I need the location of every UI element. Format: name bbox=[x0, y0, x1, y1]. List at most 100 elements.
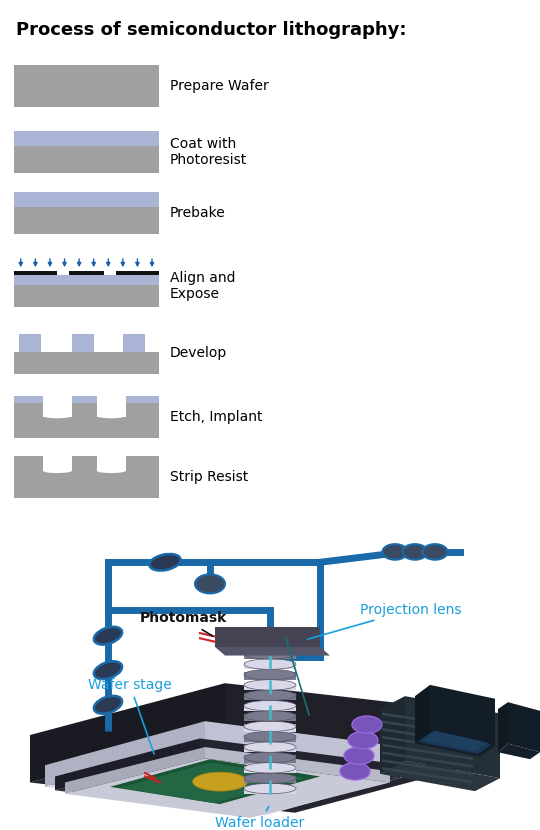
Polygon shape bbox=[430, 685, 495, 746]
Polygon shape bbox=[200, 739, 400, 779]
Bar bbox=[244, 766, 296, 773]
Ellipse shape bbox=[344, 747, 374, 764]
Ellipse shape bbox=[94, 627, 122, 645]
Bar bbox=[97, 457, 126, 471]
Polygon shape bbox=[55, 752, 400, 816]
Bar bbox=[14, 352, 159, 374]
Text: Process of semiconductor lithography:: Process of semiconductor lithography: bbox=[16, 21, 407, 39]
Polygon shape bbox=[382, 720, 473, 737]
Polygon shape bbox=[30, 683, 225, 783]
Ellipse shape bbox=[244, 669, 296, 680]
Ellipse shape bbox=[340, 763, 370, 780]
Ellipse shape bbox=[244, 752, 296, 763]
Text: Photomask: Photomask bbox=[140, 612, 227, 636]
Ellipse shape bbox=[244, 690, 296, 701]
Ellipse shape bbox=[352, 716, 382, 733]
Polygon shape bbox=[382, 751, 473, 768]
Bar bbox=[14, 396, 43, 403]
Text: Projection lens: Projection lens bbox=[308, 603, 462, 639]
Polygon shape bbox=[382, 736, 473, 752]
Ellipse shape bbox=[244, 659, 296, 669]
Ellipse shape bbox=[244, 680, 296, 690]
Bar bbox=[244, 714, 296, 721]
Bar bbox=[244, 745, 296, 752]
Bar bbox=[126, 396, 159, 403]
Polygon shape bbox=[382, 744, 473, 760]
Polygon shape bbox=[65, 747, 205, 793]
Bar bbox=[14, 275, 159, 286]
Bar bbox=[123, 334, 145, 352]
Ellipse shape bbox=[244, 721, 296, 731]
Polygon shape bbox=[205, 747, 390, 783]
Ellipse shape bbox=[94, 662, 122, 679]
Ellipse shape bbox=[382, 544, 408, 559]
Bar bbox=[244, 672, 296, 680]
Bar bbox=[14, 131, 159, 146]
Bar bbox=[14, 271, 57, 275]
Ellipse shape bbox=[244, 731, 296, 742]
Bar bbox=[244, 652, 296, 659]
Polygon shape bbox=[380, 761, 500, 791]
Polygon shape bbox=[215, 647, 330, 656]
Polygon shape bbox=[30, 730, 490, 813]
Text: Etch, Implant: Etch, Implant bbox=[170, 410, 262, 423]
Ellipse shape bbox=[192, 772, 247, 791]
Ellipse shape bbox=[244, 763, 296, 773]
Bar bbox=[43, 396, 72, 417]
Bar bbox=[14, 66, 159, 107]
Bar bbox=[72, 396, 97, 403]
Text: Wafer stage: Wafer stage bbox=[88, 678, 172, 754]
Ellipse shape bbox=[244, 701, 296, 710]
Polygon shape bbox=[418, 731, 492, 754]
Polygon shape bbox=[415, 685, 430, 744]
Ellipse shape bbox=[348, 731, 378, 749]
Bar bbox=[14, 286, 159, 307]
Polygon shape bbox=[110, 759, 320, 804]
Polygon shape bbox=[508, 702, 540, 752]
Polygon shape bbox=[120, 763, 305, 803]
Bar bbox=[244, 725, 296, 731]
Ellipse shape bbox=[244, 710, 296, 721]
Polygon shape bbox=[382, 759, 473, 775]
Text: Coat with
Photoresist: Coat with Photoresist bbox=[170, 137, 247, 167]
Bar bbox=[19, 334, 41, 352]
Polygon shape bbox=[415, 732, 495, 757]
Polygon shape bbox=[498, 702, 508, 752]
Bar bbox=[14, 457, 159, 498]
Text: Prepare Wafer: Prepare Wafer bbox=[170, 80, 269, 93]
Bar bbox=[72, 334, 94, 352]
Polygon shape bbox=[382, 767, 473, 784]
Bar bbox=[14, 193, 159, 207]
Polygon shape bbox=[380, 696, 405, 774]
Bar bbox=[244, 662, 296, 669]
Bar bbox=[43, 457, 72, 471]
Polygon shape bbox=[215, 627, 320, 647]
Polygon shape bbox=[225, 683, 490, 761]
Ellipse shape bbox=[195, 574, 225, 593]
Polygon shape bbox=[498, 744, 540, 759]
Ellipse shape bbox=[244, 648, 296, 659]
Ellipse shape bbox=[94, 696, 122, 714]
Ellipse shape bbox=[43, 413, 72, 418]
Bar bbox=[14, 146, 159, 173]
Ellipse shape bbox=[422, 544, 448, 559]
Bar bbox=[244, 755, 296, 763]
Bar bbox=[244, 735, 296, 742]
Polygon shape bbox=[45, 721, 205, 787]
Bar bbox=[14, 207, 159, 234]
Polygon shape bbox=[205, 721, 425, 771]
Ellipse shape bbox=[97, 413, 126, 418]
Polygon shape bbox=[405, 696, 500, 779]
Ellipse shape bbox=[97, 468, 126, 473]
Text: Align and
Expose: Align and Expose bbox=[170, 271, 235, 301]
Polygon shape bbox=[45, 743, 425, 815]
Text: Wafer loader: Wafer loader bbox=[215, 807, 304, 830]
Polygon shape bbox=[55, 739, 200, 790]
Text: Develop: Develop bbox=[170, 346, 227, 359]
Ellipse shape bbox=[244, 784, 296, 793]
Ellipse shape bbox=[150, 554, 180, 570]
Bar bbox=[244, 683, 296, 690]
Bar bbox=[244, 693, 296, 701]
Polygon shape bbox=[382, 728, 473, 745]
Bar bbox=[244, 704, 296, 710]
